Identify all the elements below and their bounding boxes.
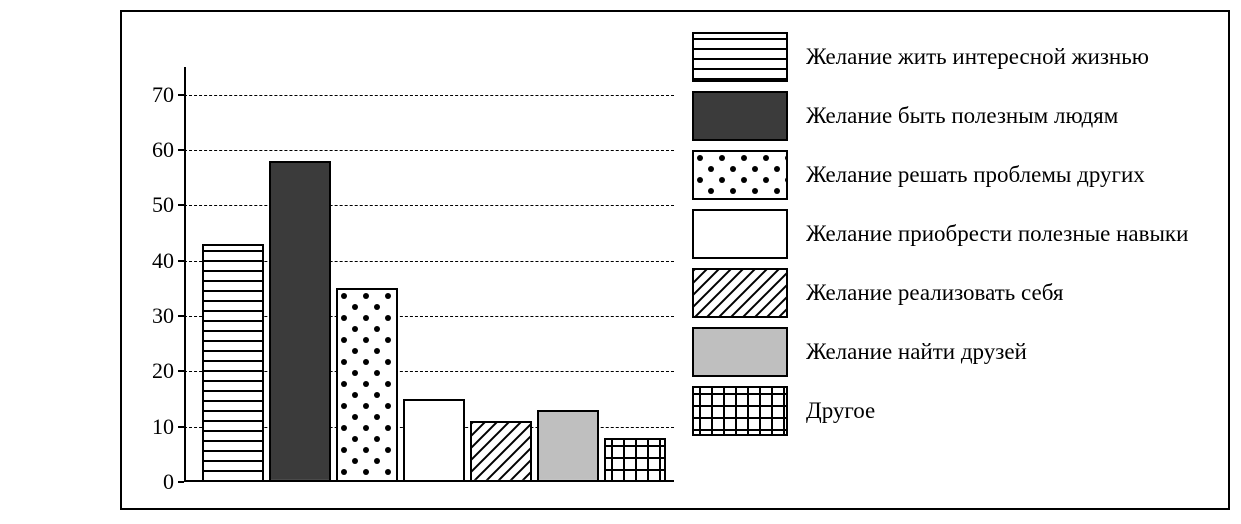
legend-swatch xyxy=(692,32,788,82)
legend-label: Желание реализовать себя xyxy=(806,280,1063,306)
legend-item: Желание быть полезным людям xyxy=(692,91,1212,141)
bar xyxy=(269,161,331,482)
legend-label: Желание найти друзей xyxy=(806,339,1027,365)
y-tick-label: 30 xyxy=(134,303,174,329)
y-tick-label: 40 xyxy=(134,248,174,274)
legend-swatch xyxy=(692,91,788,141)
y-axis xyxy=(184,67,186,482)
legend-item: Желание решать проблемы других xyxy=(692,150,1212,200)
bar xyxy=(470,421,532,482)
y-tick-label: 70 xyxy=(134,82,174,108)
bar xyxy=(604,438,666,482)
bar xyxy=(202,244,264,482)
y-tick-label: 50 xyxy=(134,192,174,218)
legend-item: Желание найти друзей xyxy=(692,327,1212,377)
legend-swatch xyxy=(692,150,788,200)
y-tick-label: 10 xyxy=(134,414,174,440)
gridline xyxy=(184,205,674,206)
y-tick-label: 60 xyxy=(134,137,174,163)
legend-swatch xyxy=(692,268,788,318)
legend: Желание жить интересной жизнью Желание бы… xyxy=(692,32,1212,445)
legend-item: Другое xyxy=(692,386,1212,436)
legend-swatch xyxy=(692,209,788,259)
legend-item: Желание приобрести полезные навыки xyxy=(692,209,1212,259)
bar xyxy=(537,410,599,482)
legend-swatch xyxy=(692,327,788,377)
legend-swatch xyxy=(692,386,788,436)
legend-label: Желание жить интересной жизнью xyxy=(806,44,1149,70)
y-tick-label: 20 xyxy=(134,358,174,384)
gridline xyxy=(184,150,674,151)
legend-item: Желание реализовать себя xyxy=(692,268,1212,318)
legend-label: Желание решать проблемы других xyxy=(806,162,1145,188)
y-tick-label: 0 xyxy=(134,469,174,495)
chart-frame: 010203040506070 Желание жить интересной … xyxy=(120,10,1230,510)
legend-label: Желание быть полезным людям xyxy=(806,103,1118,129)
bar xyxy=(403,399,465,482)
gridline xyxy=(184,95,674,96)
bar xyxy=(336,288,398,482)
y-tick xyxy=(178,481,184,483)
legend-label: Желание приобрести полезные навыки xyxy=(806,221,1188,247)
plot-area: 010203040506070 xyxy=(184,67,674,482)
legend-item: Желание жить интересной жизнью xyxy=(692,32,1212,82)
legend-label: Другое xyxy=(806,398,875,424)
